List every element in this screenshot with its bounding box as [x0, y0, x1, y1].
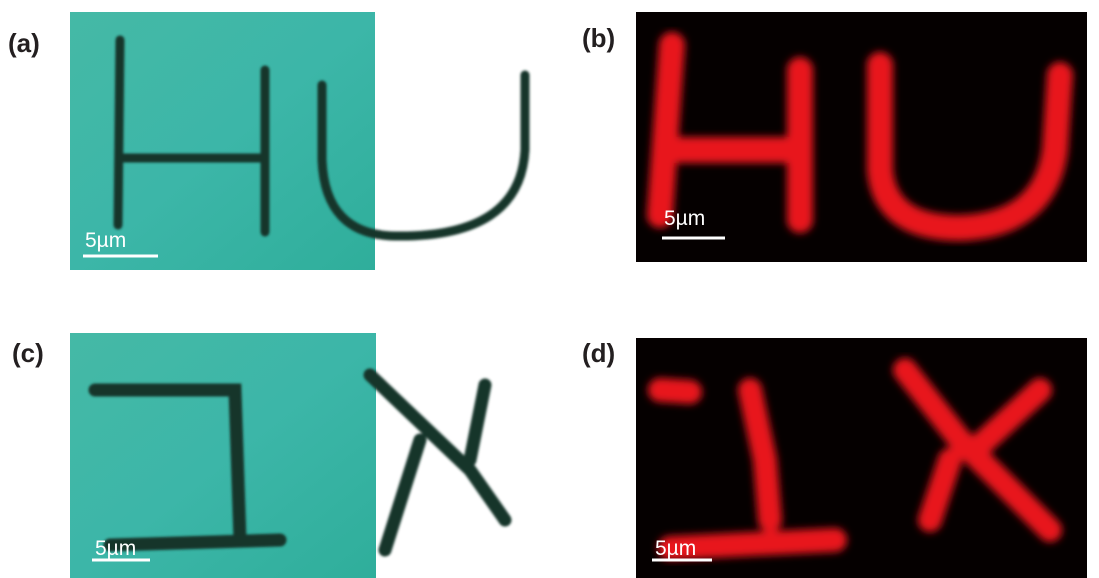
figure: 5µm (a) 5µm (b) 5µm (c) [0, 0, 1099, 578]
panel-c: 5µm (c) [12, 333, 505, 578]
scale-bar-label: 5µm [85, 229, 126, 252]
scale-bar-label: 5µm [95, 537, 136, 560]
panel-b: 5µm (b) [582, 12, 1087, 262]
panel-a: 5µm (a) [8, 12, 525, 270]
scale-bar-label: 5µm [655, 537, 696, 560]
panel-d: 5µm (d) [582, 338, 1087, 578]
panel-label: (a) [8, 28, 40, 58]
panel-label: (d) [582, 338, 615, 368]
scale-bar-label: 5µm [664, 207, 705, 230]
panel-label: (b) [582, 23, 615, 53]
panel-label: (c) [12, 338, 44, 368]
